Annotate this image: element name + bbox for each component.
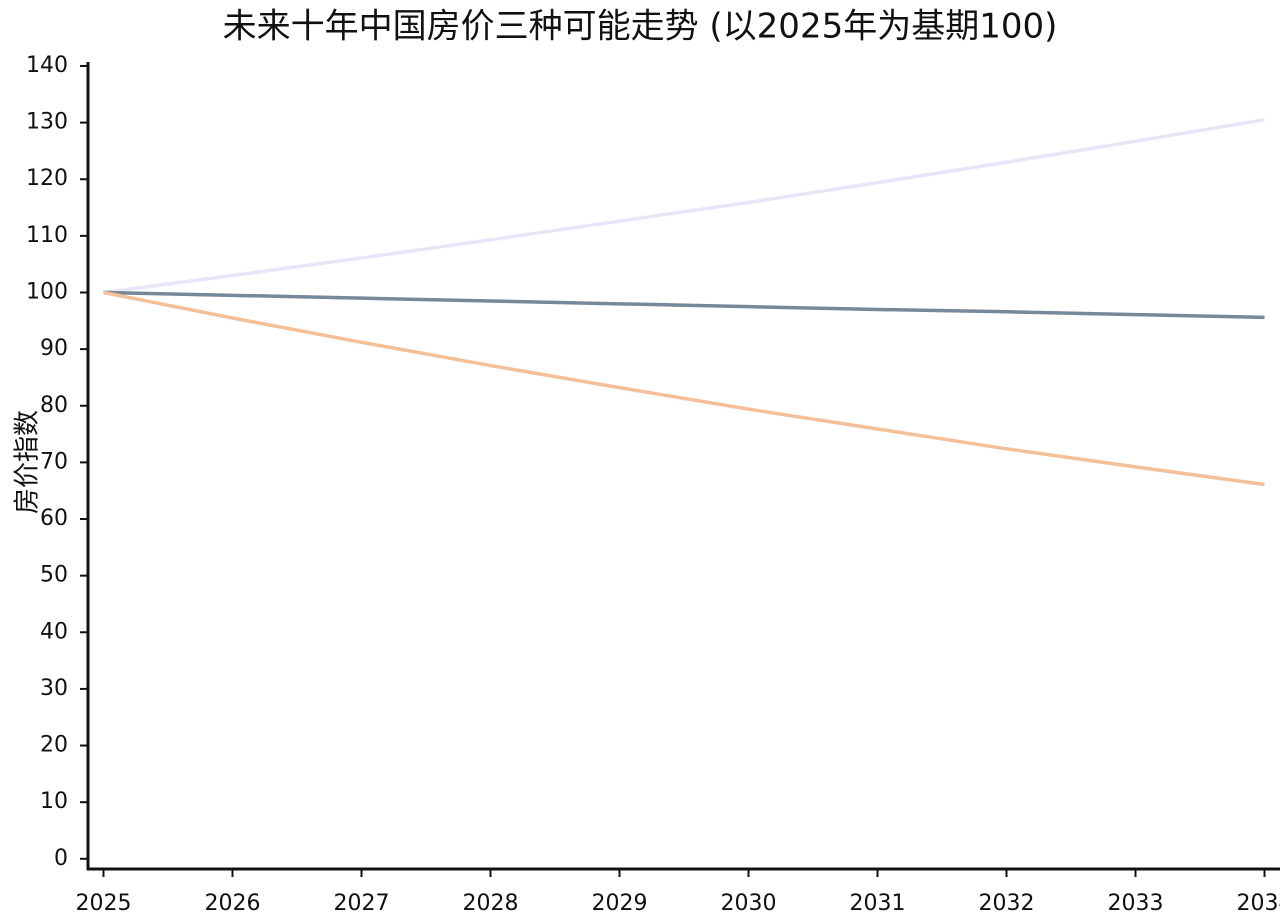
series-line — [103, 290, 1265, 487]
y-tick-label: 120 — [26, 166, 68, 191]
y-tick-label: 40 — [40, 619, 68, 644]
y-tick-label: 100 — [26, 279, 68, 304]
series-line — [103, 290, 1265, 320]
x-tick-label: 2031 — [850, 891, 906, 914]
x-tick-label: 2030 — [721, 891, 777, 914]
y-tick-label: 130 — [26, 110, 68, 135]
y-tick-label: 60 — [40, 506, 68, 531]
y-tick-label: 90 — [40, 336, 68, 361]
y-tick-label: 10 — [40, 789, 68, 814]
y-tick-label: 80 — [40, 393, 68, 418]
x-tick-label: 2027 — [333, 891, 389, 914]
x-tick-label: 2026 — [204, 891, 260, 914]
y-tick-label: 20 — [40, 733, 68, 758]
x-tick-label: 2032 — [979, 891, 1035, 914]
y-tick-label: 0 — [54, 846, 68, 871]
x-tick-label: 2029 — [591, 891, 647, 914]
y-axis-label: 房价指数 — [13, 410, 43, 514]
x-tick-label: 2033 — [1108, 891, 1164, 914]
y-tick-label: 70 — [40, 449, 68, 474]
y-tick-label: 30 — [40, 676, 68, 701]
x-tick-label: 2028 — [462, 891, 518, 914]
y-tick-label: 50 — [40, 563, 68, 588]
y-tick-label: 140 — [26, 53, 68, 78]
x-tick-label: 2034 — [1237, 891, 1280, 914]
x-tick-label: 2025 — [75, 891, 131, 914]
y-tick-label: 110 — [26, 223, 68, 248]
chart-title: 未来十年中国房价三种可能走势 (以2025年为基期100) — [223, 7, 1058, 47]
series-line — [103, 118, 1265, 295]
